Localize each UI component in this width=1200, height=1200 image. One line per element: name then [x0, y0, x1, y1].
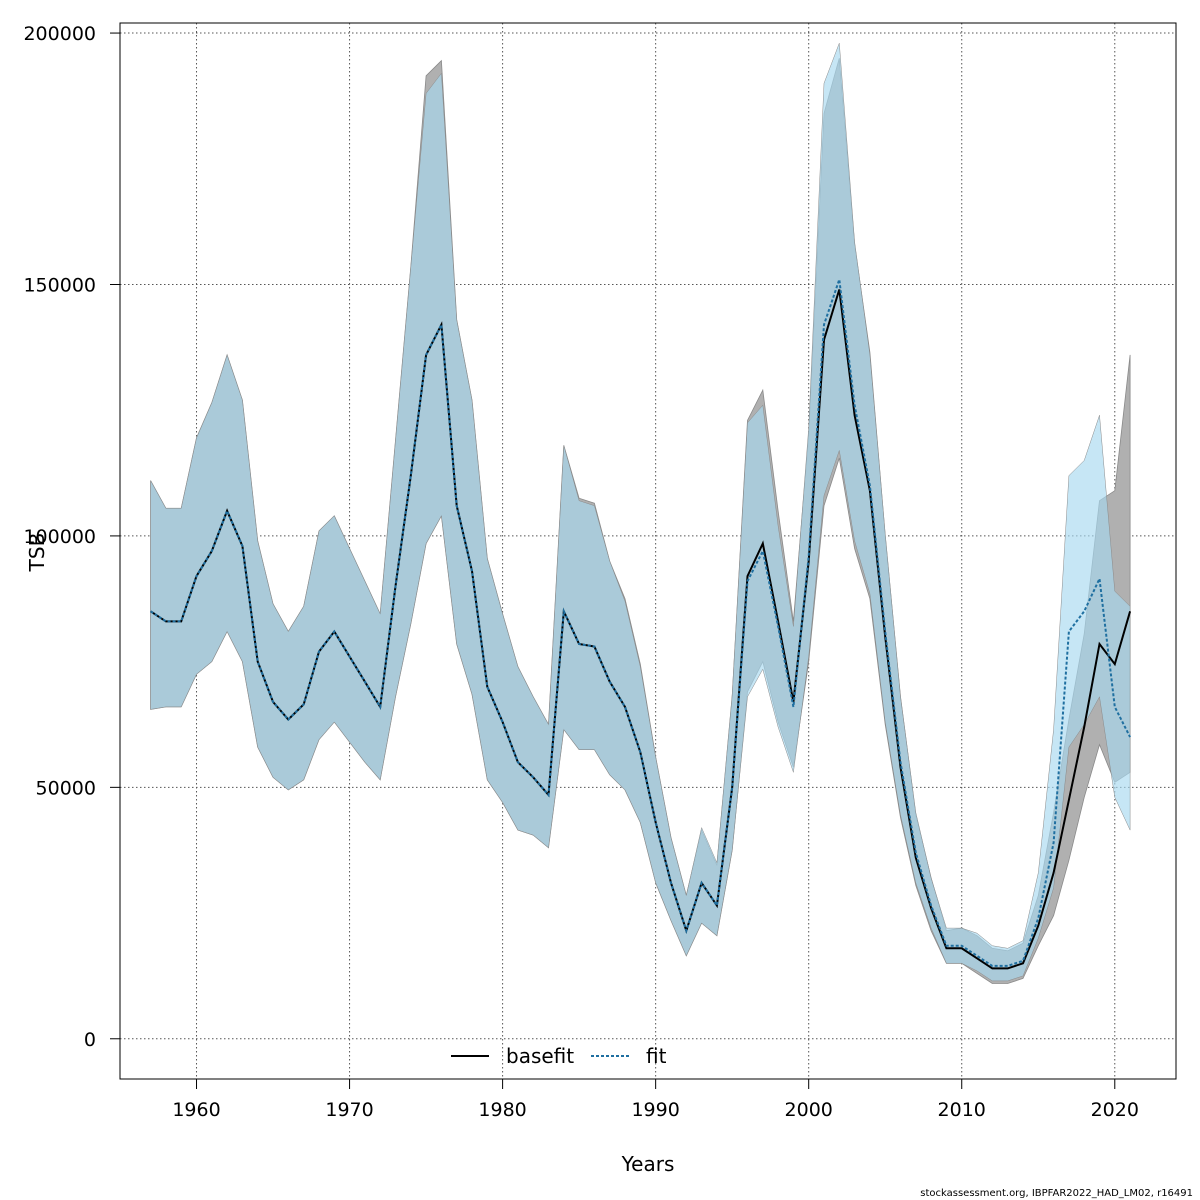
x-axis-title: Years — [621, 1152, 675, 1176]
y-tick-label: 50000 — [36, 777, 96, 799]
y-axis-title: TSB — [25, 533, 49, 573]
series-lines — [150, 279, 1132, 970]
x-axis: 1960 1970 1980 1990 2000 2010 2020 — [172, 1078, 1139, 1121]
basefit-confidence-band — [150, 58, 1131, 984]
y-axis: 0 50000 100000 150000 200000 — [23, 23, 121, 1051]
legend-fit-label: fit — [646, 1044, 667, 1068]
legend-basefit-label: basefit — [506, 1044, 574, 1068]
legend: basefit fit — [451, 1044, 667, 1068]
fit-confidence-band — [150, 43, 1131, 982]
footer-credit: stockassessment.org, IBPFAR2022_HAD_LM02… — [920, 1188, 1193, 1199]
x-tick-label: 1960 — [172, 1099, 220, 1121]
x-tick-label: 2000 — [785, 1099, 833, 1121]
confidence-bands — [150, 43, 1131, 984]
y-tick-label: 150000 — [23, 274, 96, 296]
y-tick-label: 100000 — [23, 526, 96, 548]
x-tick-label: 1980 — [478, 1099, 526, 1121]
plot-frame — [119, 22, 1177, 1080]
y-tick-label: 0 — [84, 1029, 96, 1051]
x-tick-label: 1990 — [631, 1099, 679, 1121]
grid — [120, 23, 1176, 1079]
x-tick-label: 2010 — [938, 1099, 986, 1121]
y-tick-label: 200000 — [23, 23, 96, 45]
x-tick-label: 1970 — [325, 1099, 373, 1121]
fit-line — [150, 279, 1131, 967]
x-tick-label: 2020 — [1091, 1099, 1139, 1121]
